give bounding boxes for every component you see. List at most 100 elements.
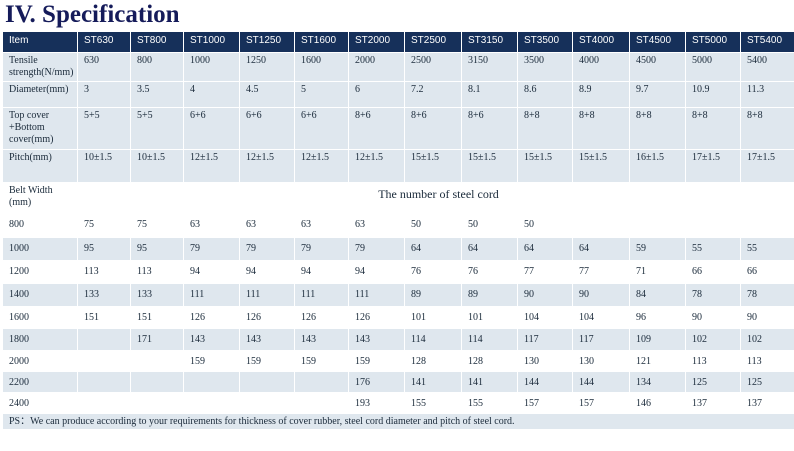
steel-cord-count-cell: 101 (461, 306, 518, 329)
steel-cord-count-cell: 104 (517, 306, 573, 329)
steel-cord-count-cell: 95 (130, 237, 184, 261)
steel-cord-count-cell: 63 (183, 213, 240, 238)
empty-cell (740, 213, 794, 238)
empty-cell (130, 350, 184, 372)
steel-cord-count-cell: 84 (629, 283, 686, 307)
steel-cord-count-cell: 126 (348, 306, 405, 329)
steel-cord-count-cell: 193 (348, 392, 405, 414)
steel-cord-caption-cell: The number of steel cord (77, 182, 794, 214)
note-cell: PS：We can produce according to your requ… (2, 413, 794, 430)
spec-value-cell: 8+8 (572, 107, 630, 150)
steel-cord-count-cell: 141 (404, 371, 462, 393)
steel-cord-count-cell: 137 (740, 392, 794, 414)
spec-value-cell: 9.7 (629, 81, 686, 108)
steel-cord-count-cell: 79 (348, 237, 405, 261)
spec-label-cell: Tensile strength(N/mm) (2, 52, 78, 82)
spec-row: Diameter(mm) 3 3.5 4 4.5 5 6 7.2 8.1 8.6 8.9 9.7 10.… (2, 81, 794, 108)
header-grade-cell: ST3150 (461, 31, 518, 53)
spec-value-cell: 5400 (740, 52, 794, 82)
steel-cord-count-cell: 113 (740, 350, 794, 372)
spec-value-cell: 17±1.5 (685, 149, 741, 183)
empty-cell (572, 213, 630, 238)
steel-cord-count-cell: 104 (572, 306, 630, 329)
belt-width-row: 1800 171 143 143 143 143 114 114 117 117 109 102 102 (2, 328, 794, 351)
steel-cord-count-cell: 114 (461, 328, 518, 351)
spec-value-cell: 10±1.5 (130, 149, 184, 183)
steel-cord-count-cell: 50 (517, 213, 573, 238)
steel-cord-count-cell: 126 (239, 306, 295, 329)
spec-value-cell: 5 (294, 81, 349, 108)
belt-width-row: 800 75 75 63 63 63 63 50 50 50 (2, 213, 794, 238)
empty-cell (77, 328, 131, 351)
header-grade-cell: ST630 (77, 31, 131, 53)
spec-row: Pitch(mm) 10±1.5 10±1.5 12±1.5 12±1.5 12±1.5 1… (2, 149, 794, 183)
steel-cord-count-cell: 77 (517, 260, 573, 284)
steel-cord-count-cell: 89 (404, 283, 462, 307)
steel-cord-count-cell: 114 (404, 328, 462, 351)
steel-cord-count-cell: 90 (685, 306, 741, 329)
steel-cord-count-cell: 111 (348, 283, 405, 307)
empty-cell (294, 371, 349, 393)
spec-value-cell: 11.3 (740, 81, 794, 108)
steel-cord-count-cell: 63 (348, 213, 405, 238)
steel-cord-count-cell: 128 (461, 350, 518, 372)
spec-value-cell: 1250 (239, 52, 295, 82)
belt-width-header-row: Belt Width (mm) The number of steel cord (2, 182, 794, 214)
spec-value-cell: 3500 (517, 52, 573, 82)
steel-cord-count-cell: 159 (294, 350, 349, 372)
spec-value-cell: 12±1.5 (348, 149, 405, 183)
spec-value-cell: 7.2 (404, 81, 462, 108)
spec-value-cell: 8.6 (517, 81, 573, 108)
steel-cord-count-cell: 64 (404, 237, 462, 261)
header-item-cell: Item (2, 31, 78, 53)
header-grade-cell: ST2000 (348, 31, 405, 53)
spec-value-cell: 4500 (629, 52, 686, 82)
steel-cord-count-cell: 77 (572, 260, 630, 284)
spec-value-cell: 6+6 (294, 107, 349, 150)
steel-cord-count-cell: 90 (517, 283, 573, 307)
steel-cord-count-cell: 144 (572, 371, 630, 393)
steel-cord-count-cell: 94 (183, 260, 240, 284)
spec-value-cell: 2000 (348, 52, 405, 82)
steel-cord-count-cell: 143 (239, 328, 295, 351)
belt-width-label-cell: Belt Width (mm) (2, 182, 78, 214)
header-grade-cell: ST800 (130, 31, 184, 53)
spec-row: Top cover +Bottom cover(mm) 5+5 5+5 6+6 6+6 6… (2, 107, 794, 150)
belt-width-row: 2400 193 155 155 157 157 146 137 137 (2, 392, 794, 414)
spec-value-cell: 4 (183, 81, 240, 108)
spec-value-cell: 15±1.5 (517, 149, 573, 183)
steel-cord-count-cell: 176 (348, 371, 405, 393)
steel-cord-count-cell: 78 (740, 283, 794, 307)
header-grade-cell: ST2500 (404, 31, 462, 53)
steel-cord-count-cell: 64 (517, 237, 573, 261)
spec-value-cell: 4.5 (239, 81, 295, 108)
belt-width-row: 1600 151 151 126 126 126 126 101 101 104 104 96 90 90 (2, 306, 794, 329)
belt-width-cell: 1000 (2, 237, 78, 261)
belt-width-row: 1200 113 113 94 94 94 94 76 76 77 77 71 66 66 (2, 260, 794, 284)
spec-label-cell: Pitch(mm) (2, 149, 78, 183)
steel-cord-count-cell: 90 (740, 306, 794, 329)
steel-cord-count-cell: 159 (239, 350, 295, 372)
specification-table: Item ST630 ST800 ST1000 ST1250 ST1600 ST2000 ST… (2, 31, 794, 430)
belt-width-cell: 2400 (2, 392, 78, 414)
steel-cord-count-cell: 128 (404, 350, 462, 372)
spec-value-cell: 6+6 (239, 107, 295, 150)
steel-cord-count-cell: 126 (183, 306, 240, 329)
spec-label-cell: Diameter(mm) (2, 81, 78, 108)
steel-cord-count-cell: 137 (685, 392, 741, 414)
steel-cord-count-cell: 111 (183, 283, 240, 307)
steel-cord-count-cell: 66 (740, 260, 794, 284)
steel-cord-count-cell: 95 (77, 237, 131, 261)
empty-cell (239, 371, 295, 393)
steel-cord-count-cell: 76 (404, 260, 462, 284)
steel-cord-count-cell: 79 (183, 237, 240, 261)
header-grade-cell: ST4000 (572, 31, 630, 53)
header-row: Item ST630 ST800 ST1000 ST1250 ST1600 ST2000 ST… (2, 31, 794, 53)
steel-cord-count-cell: 144 (517, 371, 573, 393)
belt-width-row: 1400 133 133 111 111 111 111 89 89 90 90 84 78 78 (2, 283, 794, 307)
steel-cord-count-cell: 78 (685, 283, 741, 307)
steel-cord-count-cell: 155 (461, 392, 518, 414)
empty-cell (685, 213, 741, 238)
steel-cord-count-cell: 64 (572, 237, 630, 261)
steel-cord-count-cell: 102 (685, 328, 741, 351)
